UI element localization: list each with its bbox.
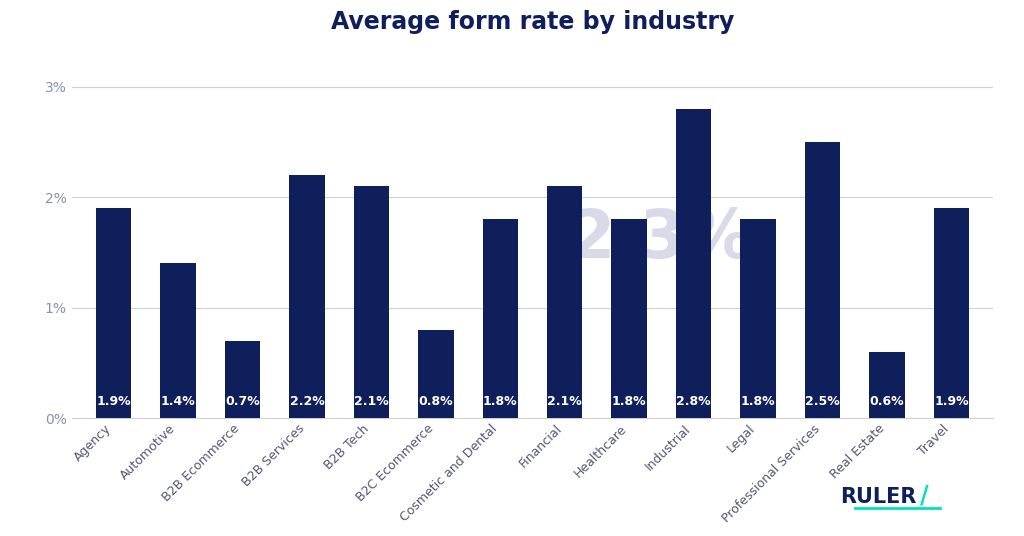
Text: 1.4%: 1.4% — [161, 395, 196, 408]
Text: 2.1%: 2.1% — [548, 395, 582, 408]
Text: /: / — [920, 483, 928, 508]
Text: 1.8%: 1.8% — [740, 395, 775, 408]
Text: 2.2%: 2.2% — [290, 395, 325, 408]
Bar — [805, 142, 841, 418]
Text: 1.9%: 1.9% — [96, 395, 131, 408]
Bar — [611, 219, 647, 418]
Text: 1.8%: 1.8% — [483, 395, 517, 408]
Bar — [96, 208, 131, 418]
Text: 0.7%: 0.7% — [225, 395, 260, 408]
Text: RULER: RULER — [840, 487, 916, 507]
Title: Average form rate by industry: Average form rate by industry — [331, 10, 734, 34]
Text: 2.8%: 2.8% — [676, 395, 711, 408]
Bar — [289, 175, 325, 418]
Bar — [740, 219, 776, 418]
Text: 1.9%: 1.9% — [934, 395, 969, 408]
Bar — [161, 264, 196, 418]
Bar — [353, 186, 389, 418]
Bar — [224, 341, 260, 418]
Text: 2.5%: 2.5% — [805, 395, 840, 408]
Bar — [676, 109, 712, 418]
Text: 2.1%: 2.1% — [354, 395, 389, 408]
Bar — [869, 352, 904, 418]
Text: 0.8%: 0.8% — [419, 395, 454, 408]
Text: 2.3%: 2.3% — [569, 206, 754, 272]
Text: 0.6%: 0.6% — [869, 395, 904, 408]
Bar — [934, 208, 969, 418]
Text: 1.8%: 1.8% — [611, 395, 646, 408]
Bar — [418, 330, 454, 418]
Bar — [482, 219, 518, 418]
Bar — [547, 186, 583, 418]
